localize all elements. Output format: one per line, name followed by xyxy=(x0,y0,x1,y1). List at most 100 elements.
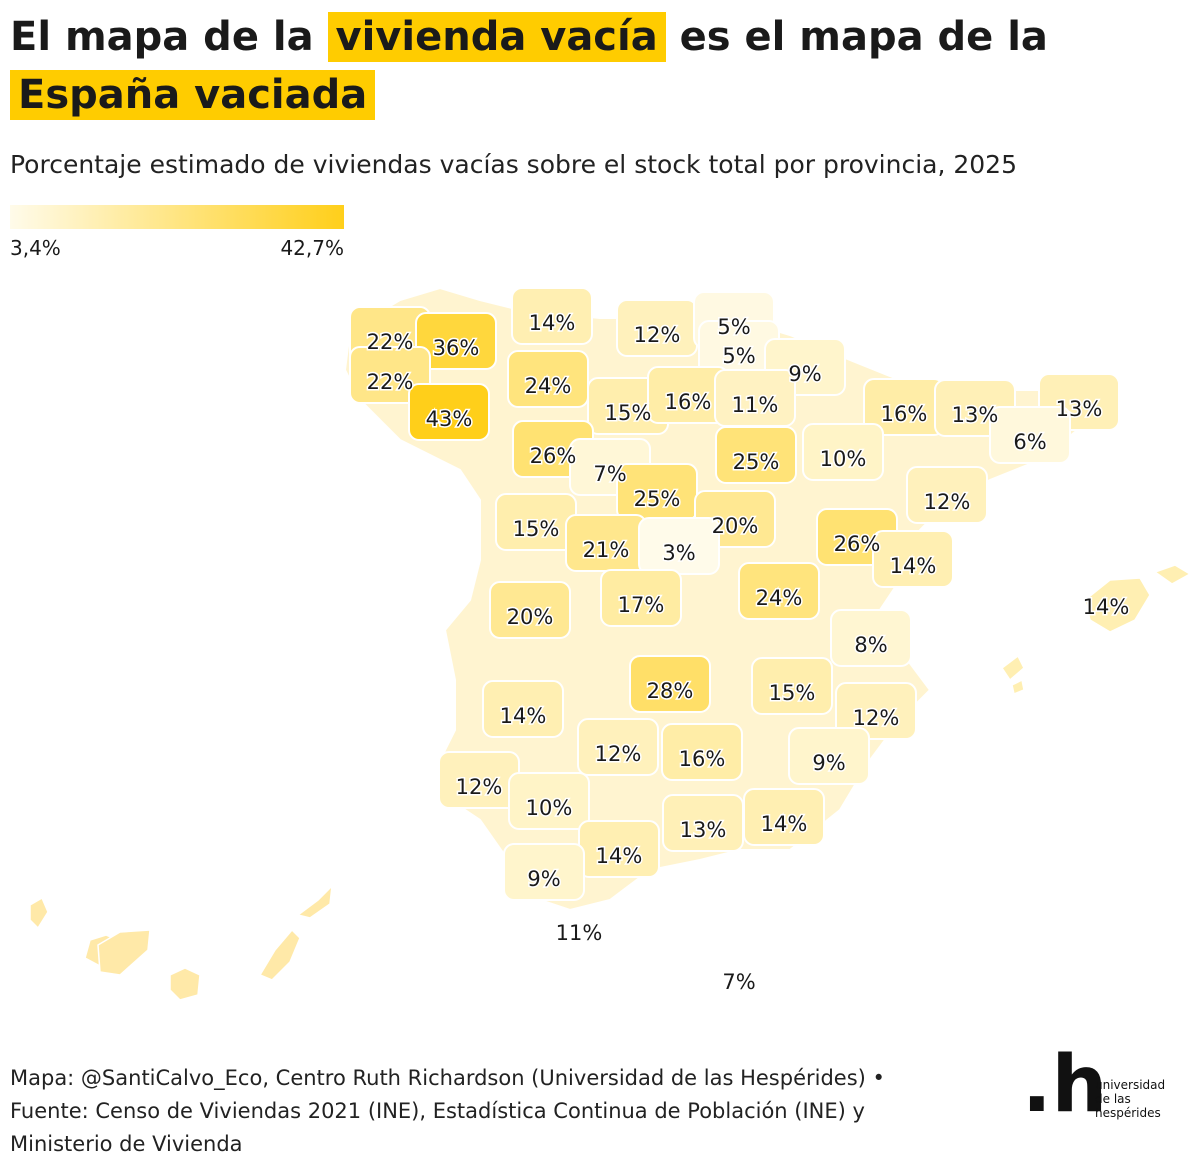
province-label: 5% xyxy=(722,344,755,368)
province-label: 25% xyxy=(634,487,681,511)
province-label: 10% xyxy=(820,447,867,471)
province-label: 24% xyxy=(525,374,572,398)
logo-line-3: hespérides xyxy=(1095,1106,1161,1120)
province-label: 24% xyxy=(756,586,803,610)
province-label: 14% xyxy=(500,704,547,728)
province-shape xyxy=(489,581,571,639)
province-label: 22% xyxy=(367,370,414,394)
balearic-island xyxy=(1000,654,1025,682)
province-labels: 22% 36% 22% 43% 14% 12% 5% 5% 9% 24% 15% 16% 11% 16% 1… xyxy=(365,310,1131,996)
province-shape xyxy=(715,426,797,484)
province-shape xyxy=(503,843,585,901)
province-label: 16% xyxy=(665,390,712,414)
map-subtitle: Porcentaje estimado de viviendas vacías … xyxy=(10,150,1017,179)
province-label: 10% xyxy=(526,796,573,820)
canary-island xyxy=(169,967,201,1001)
map-footer: Mapa: @SantiCalvo_Eco, Centro Ruth Richa… xyxy=(10,1062,940,1161)
logo-text: universidad de las hespérides xyxy=(1095,1078,1165,1120)
province-label: 13% xyxy=(952,403,999,427)
balearic-island xyxy=(1084,577,1151,633)
province-label: 15% xyxy=(605,401,652,425)
province-shape xyxy=(751,657,833,715)
province-label: 11% xyxy=(732,393,779,417)
province-label: 14% xyxy=(890,554,937,578)
province-label: 26% xyxy=(530,444,577,468)
balearic-island xyxy=(1153,564,1192,585)
province-label: 12% xyxy=(924,490,971,514)
province-shape xyxy=(600,569,682,627)
province-label: 14% xyxy=(596,844,643,868)
university-logo: .h universidad de las hespérides xyxy=(1022,1040,1192,1132)
province-shape xyxy=(511,287,593,345)
province-shape xyxy=(508,772,590,830)
province-shape xyxy=(629,655,711,713)
island-shapes xyxy=(29,564,1192,1001)
province-label: 15% xyxy=(769,681,816,705)
province-label: 9% xyxy=(527,867,560,891)
logo-mark: .h xyxy=(1022,1040,1108,1130)
title-highlight-2: España vaciada xyxy=(10,70,376,120)
province-label: 17% xyxy=(618,593,665,617)
province-label: 43% xyxy=(426,407,473,431)
legend-gradient xyxy=(10,205,344,229)
province-shape xyxy=(788,727,870,785)
province-label: 22% xyxy=(367,330,414,354)
province-label: 12% xyxy=(456,775,503,799)
footer-source-cont: Ministerio de Vivienda xyxy=(10,1132,243,1156)
province-shape xyxy=(507,350,589,408)
province-label: 7% xyxy=(722,970,755,994)
legend-max-label: 42,7% xyxy=(280,236,344,260)
province-shape xyxy=(872,530,954,588)
footer-credit: Mapa: @SantiCalvo_Eco, Centro Ruth Richa… xyxy=(10,1066,885,1090)
province-shape xyxy=(802,423,884,481)
canary-island xyxy=(296,883,333,919)
province-label: 14% xyxy=(1083,595,1130,619)
province-label: 3% xyxy=(662,541,695,565)
canary-island xyxy=(29,896,49,930)
province-shape xyxy=(408,383,490,441)
province-label: 20% xyxy=(712,514,759,538)
title-highlight-1: vivienda vacía xyxy=(327,12,666,62)
province-shape xyxy=(835,682,917,740)
province-label: 16% xyxy=(881,402,928,426)
province-shape xyxy=(830,609,912,667)
province-label: 26% xyxy=(834,532,881,556)
province-shape xyxy=(661,723,743,781)
province-label: 6% xyxy=(1013,430,1046,454)
title-part1: El mapa de la xyxy=(10,14,314,60)
footer-source: Fuente: Censo de Viviendas 2021 (INE), E… xyxy=(10,1099,865,1123)
province-label: 13% xyxy=(1056,397,1103,421)
province-shape xyxy=(738,562,820,620)
title-part2: es el mapa de la xyxy=(679,14,1048,60)
province-label: 12% xyxy=(595,742,642,766)
province-label: 12% xyxy=(853,706,900,730)
province-shape xyxy=(482,680,564,738)
province-shape xyxy=(989,406,1071,464)
province-shape xyxy=(906,466,988,524)
province-shape xyxy=(577,718,659,776)
province-label: 25% xyxy=(733,450,780,474)
province-label: 15% xyxy=(513,517,560,541)
province-shape xyxy=(415,312,497,370)
province-label: 16% xyxy=(679,747,726,771)
province-label: 28% xyxy=(647,679,694,703)
balearic-island xyxy=(1011,678,1025,696)
province-label: 36% xyxy=(433,336,480,360)
province-label: 5% xyxy=(717,315,750,339)
province-label: 14% xyxy=(529,311,576,335)
logo-line-1: universidad xyxy=(1095,1078,1166,1092)
province-label: 9% xyxy=(812,751,845,775)
canary-island xyxy=(97,929,151,976)
province-label: 11% xyxy=(556,921,603,945)
province-regions xyxy=(343,286,1120,912)
canary-island xyxy=(258,928,301,981)
logo-line-2: de las xyxy=(1095,1092,1131,1106)
province-label: 13% xyxy=(680,818,727,842)
province-label: 12% xyxy=(634,323,681,347)
province-label: 9% xyxy=(788,362,821,386)
province-shape xyxy=(743,788,825,846)
province-label: 20% xyxy=(507,605,554,629)
province-label: 8% xyxy=(854,633,887,657)
province-label: 7% xyxy=(593,462,626,486)
